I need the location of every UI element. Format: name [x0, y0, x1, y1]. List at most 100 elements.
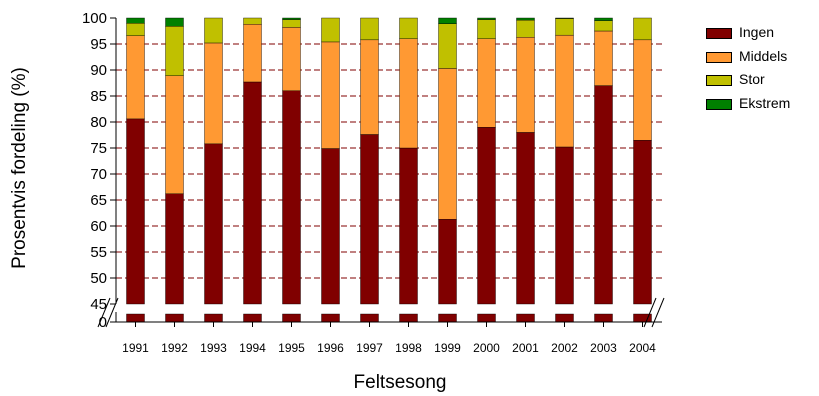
- bar-segment-ingen-1994: [243, 81, 262, 305]
- bar-segment-middels-1997: [360, 39, 379, 135]
- y-tick-label-45: 45: [90, 296, 107, 313]
- bar-segment-ekstrem-1992: [165, 17, 184, 27]
- bar-stub-1998: [399, 313, 418, 323]
- gridlines: [116, 43, 662, 279]
- x-tick-label-1995: 1995: [278, 341, 305, 355]
- bar-segment-stor-1999: [438, 23, 457, 69]
- y-axis-title: Prosentvis fordeling (%): [9, 67, 30, 269]
- bar-segment-ingen-1991: [126, 118, 145, 305]
- bar-segment-ekstrem-2000: [477, 17, 496, 20]
- axis-break-mark-1a: [643, 297, 657, 328]
- bar-segment-ingen-2001: [516, 132, 535, 305]
- bar-segment-stor-1998: [399, 17, 418, 39]
- x-tick-label-1998: 1998: [395, 341, 422, 355]
- bar-segment-middels-1993: [204, 42, 223, 145]
- bar-segment-ingen-1997: [360, 134, 379, 305]
- legend-swatch-ingen: [706, 28, 732, 39]
- y-tick-label-55: 55: [90, 244, 107, 261]
- bar-segment-middels-1994: [243, 24, 262, 83]
- bar-stub-1992: [165, 313, 184, 323]
- bar-segment-ekstrem-1999: [438, 17, 457, 24]
- y-tick-label-60: 60: [90, 218, 107, 235]
- bar-segment-ingen-1993: [204, 143, 223, 305]
- x-tick-label-2000: 2000: [473, 341, 500, 355]
- bar-segment-ingen-1995: [282, 90, 301, 305]
- bar-stub-1993: [204, 313, 223, 323]
- bar-segment-stor-1992: [165, 26, 184, 76]
- bar-segment-middels-1996: [321, 41, 340, 149]
- axis-break-mark-0a: [97, 297, 111, 328]
- y-tick-label-50: 50: [90, 270, 107, 287]
- legend-label-stor: Stor: [739, 71, 765, 87]
- x-tick-label-1993: 1993: [200, 341, 227, 355]
- x-ticks: 1991 1992 1993 1994 1995 1996 1997 1998 1999 2000…: [122, 341, 656, 355]
- y-tick-label-85: 85: [90, 88, 107, 105]
- bar-segment-stor-1995: [282, 19, 301, 28]
- bar-stub-1999: [438, 313, 457, 323]
- bar-stub-2001: [516, 313, 535, 323]
- bar-segment-ingen-1992: [165, 193, 184, 305]
- bar-segment-ekstrem-2003: [594, 17, 613, 21]
- y-tick-label-100: 100: [82, 10, 107, 27]
- bar-stub-1995: [282, 313, 301, 323]
- bar-stub-2002: [555, 313, 574, 323]
- bar-segment-ingen-2000: [477, 126, 496, 305]
- x-tick-label-2001: 2001: [512, 341, 539, 355]
- bar-segment-middels-2004: [633, 39, 652, 141]
- bar-segment-ekstrem-1991: [126, 17, 145, 24]
- y-axis-title-wrap: Prosentvis fordeling (%): [5, 48, 35, 288]
- legend-swatch-ekstrem: [706, 98, 732, 110]
- bar-segment-stor-2002: [555, 18, 574, 36]
- x-tick-label-1997: 1997: [356, 341, 383, 355]
- legend-label-middels: Middels: [739, 47, 788, 64]
- legend-label-ekstrem: Ekstrem: [739, 94, 791, 111]
- legend-label-ingen: Ingen: [739, 24, 775, 40]
- x-tick-label-2002: 2002: [551, 341, 578, 355]
- bar-stub-1994: [243, 313, 262, 323]
- bar-stub-1997: [360, 313, 379, 323]
- bar-segment-ekstrem-2002: [555, 17, 574, 19]
- bar-segment-middels-2003: [594, 30, 613, 86]
- bar-segment-ekstrem-1995: [282, 17, 301, 20]
- y-tick-label-90: 90: [90, 62, 107, 79]
- bar-stub-2003: [594, 313, 613, 323]
- y-ticks: 045 50 55 60 65 70 75 80 85 90 95 100: [82, 10, 107, 331]
- y-tick-label-65: 65: [90, 192, 107, 209]
- bar-segment-stor-1996: [321, 17, 340, 43]
- bar-segment-stor-2003: [594, 20, 613, 32]
- bar-segment-stor-1994: [243, 17, 262, 25]
- bar-segment-middels-1999: [438, 68, 457, 220]
- bar-segment-ingen-1996: [321, 148, 340, 305]
- axis-break-mark-0b: [105, 297, 119, 328]
- bar-segment-ingen-2003: [594, 85, 613, 305]
- bar-segment-stor-1991: [126, 23, 145, 36]
- bar-segment-middels-1991: [126, 35, 145, 120]
- legend-swatch-stor: [706, 75, 732, 86]
- bar-segment-middels-1998: [399, 38, 418, 149]
- bar-segment-ingen-2004: [633, 139, 652, 305]
- axis-break-mark-1b: [651, 297, 665, 328]
- x-tick-label-2004: 2004: [629, 341, 656, 355]
- x-tick-label-1992: 1992: [161, 341, 188, 355]
- bar-segment-ingen-2002: [555, 146, 574, 305]
- x-tick-label-1999: 1999: [434, 341, 461, 355]
- axes: [97, 17, 665, 328]
- bar-stub-1996: [321, 313, 340, 323]
- x-tick-label-2003: 2003: [590, 341, 617, 355]
- y-tick-label-70: 70: [90, 166, 107, 183]
- bars: [126, 17, 652, 323]
- y-tick-label-75: 75: [90, 140, 107, 157]
- bar-segment-stor-1997: [360, 17, 379, 41]
- y-tick-label-0: 0: [99, 314, 107, 331]
- bar-segment-stor-2000: [477, 19, 496, 39]
- bar-stub-1991: [126, 313, 145, 323]
- y-tick-label-80: 80: [90, 114, 107, 131]
- bar-segment-ekstrem-2001: [516, 17, 535, 21]
- bar-segment-stor-2004: [633, 17, 652, 41]
- x-tick-label-1994: 1994: [239, 341, 266, 355]
- bar-segment-middels-2002: [555, 34, 574, 148]
- x-tick-label-1991: 1991: [122, 341, 149, 355]
- bar-segment-middels-2001: [516, 37, 535, 133]
- x-axis-title: Feltsesong: [353, 372, 447, 393]
